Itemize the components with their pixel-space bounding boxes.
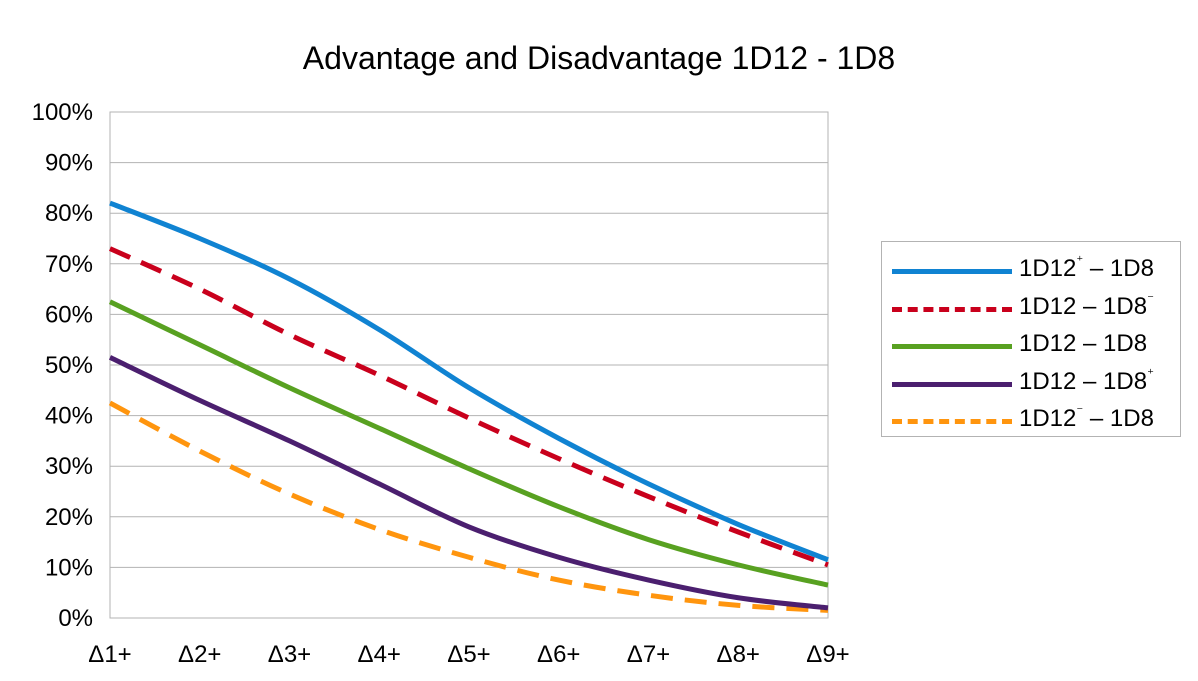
y-tick-label: 50% [45,352,93,379]
y-tick-label: 40% [45,403,93,430]
series-1d12-dis-line [108,400,829,613]
legend-label: 1D12 – 1D8 [1019,330,1148,357]
y-tick-label: 0% [58,605,93,632]
legend-label: 1D12 – 1D8⁺ [1019,365,1154,395]
series-lines [108,200,829,613]
y-tick-label: 10% [45,554,93,581]
x-tick-label: Δ4+ [358,641,401,668]
legend-label: 1D12⁻ – 1D8 [1019,403,1154,432]
x-tick-label: Δ6+ [537,641,580,668]
y-tick-label: 60% [45,301,93,328]
x-tick-label: Δ7+ [627,641,670,668]
legend-item: 1D12 – 1D8 [882,322,1182,358]
legend-label: 1D12 – 1D8⁻ [1019,290,1154,320]
y-tick-label: 20% [45,504,93,531]
x-tick-label: Δ1+ [88,641,131,668]
y-tick-labels: 0% 10% 20% 30% 40% 50% 60% 70% 80% 90% 100% [32,99,93,632]
legend-swatch [892,419,1012,424]
y-tick-label: 30% [45,453,93,480]
legend-swatch [892,269,1012,274]
plot-area-border [109,111,829,619]
series-1d8-dis-line [108,246,829,568]
y-tick-label: 70% [45,251,93,278]
legend-swatch [892,306,1012,312]
x-tick-label: Δ9+ [806,641,849,668]
x-tick-labels: Δ1+ Δ2+ Δ3+ Δ4+ Δ5+ Δ6+ Δ7+ Δ8+ Δ9+ [88,641,849,668]
legend-item: 1D12 – 1D8⁺ [882,360,1182,396]
legend-swatch [892,344,1012,349]
y-tick-label: 80% [45,200,93,227]
x-tick-label: Δ8+ [717,641,760,668]
legend-item: 1D12⁻ – 1D8 [882,397,1182,433]
series-1d12-adv-line [109,200,829,563]
gridlines [109,111,829,619]
x-tick-label: Δ5+ [447,641,490,668]
chart-title: Advantage and Disadvantage 1D12 - 1D8 [302,40,896,76]
x-tick-label: Δ3+ [268,641,311,668]
legend: 1D12⁺ – 1D8 1D12 – 1D8⁻ 1D12 – 1D8 1D12 – 1… [881,241,1181,437]
y-tick-label: 100% [32,99,93,126]
x-tick-label: Δ2+ [178,641,221,668]
series-base-line [108,299,829,588]
legend-item: 1D12 – 1D8⁻ [882,285,1182,321]
y-tick-label: 90% [45,150,93,177]
series-1d8-adv-line [108,355,829,611]
legend-item: 1D12⁺ – 1D8 [882,247,1182,283]
legend-swatch [892,381,1012,387]
legend-label: 1D12⁺ – 1D8 [1019,253,1154,282]
